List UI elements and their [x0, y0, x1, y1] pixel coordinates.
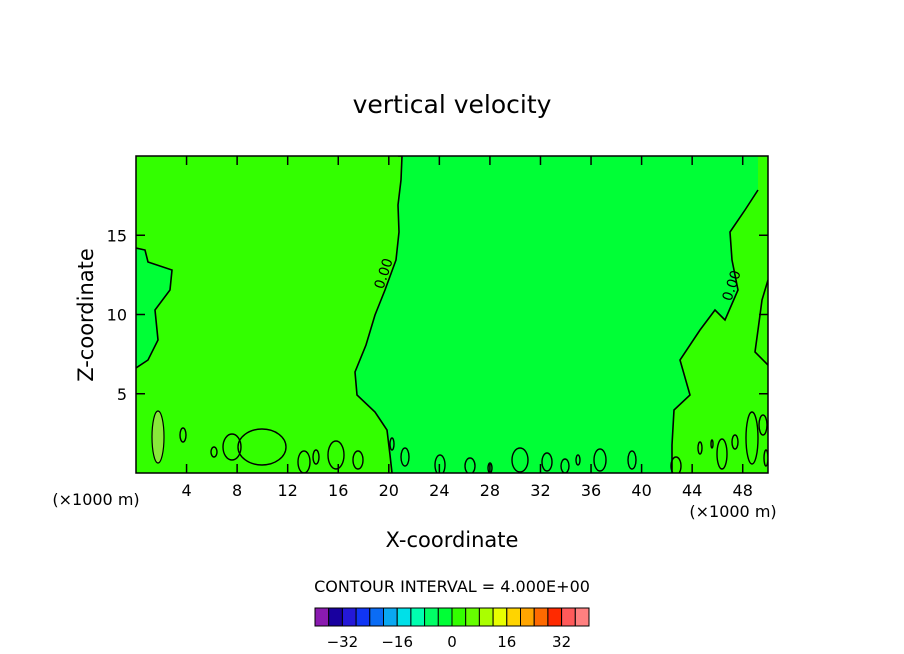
- near-surface-contour-loop: [210, 446, 218, 458]
- colorbar-swatch: [520, 607, 535, 627]
- colorbar-swatch: [533, 607, 549, 627]
- colorbar-swatch: [451, 607, 467, 627]
- colorbar-swatch: [506, 607, 521, 627]
- x-tick-label: 20: [379, 481, 399, 500]
- near-surface-contour-loop: [389, 437, 395, 451]
- colorbar-swatch: [437, 607, 453, 627]
- x-tick-label: 28: [480, 481, 500, 500]
- x-tick-label: 32: [530, 481, 550, 500]
- colorbar-swatch: [424, 607, 439, 627]
- near-surface-contour-loop: [511, 447, 529, 473]
- colorbar-swatch: [478, 607, 494, 627]
- contour-line: [754, 279, 768, 366]
- near-surface-contour-loop: [352, 450, 364, 470]
- near-surface-contour-loop: [763, 449, 768, 467]
- near-surface-contour-loop: [434, 454, 446, 473]
- colorbar-swatch: [383, 607, 398, 627]
- colorbar-swatch: [547, 607, 563, 627]
- colorbar-swatch: [396, 607, 412, 627]
- colorbar-swatch: [410, 607, 426, 627]
- contour-line: [136, 247, 173, 369]
- colorbar: [314, 607, 590, 627]
- x-tick-label: 8: [232, 481, 242, 500]
- bottom-contours: [179, 411, 768, 473]
- x-tick-label: 44: [682, 481, 702, 500]
- near-surface-contour-loop: [560, 458, 570, 473]
- x-tick-label: 48: [733, 481, 753, 500]
- x-tick-label: 4: [181, 481, 191, 500]
- near-surface-contour-loop: [593, 448, 607, 472]
- y-axis-label: Z-coordinate: [74, 248, 98, 382]
- near-surface-contour-loop: [464, 457, 476, 473]
- colorbar-swatch: [492, 607, 508, 627]
- x-ticks: 4 8 12 16 20 24 28 32 36 40 44 48: [181, 156, 753, 500]
- near-surface-contour-loop: [179, 427, 187, 443]
- positive-blob: [151, 410, 165, 464]
- colorbar-tick-label: 32: [552, 633, 571, 651]
- near-surface-contour-loop: [237, 428, 287, 466]
- x-tick-label: 40: [631, 481, 651, 500]
- colorbar-swatch: [465, 607, 480, 627]
- near-surface-contour-loop: [400, 447, 410, 467]
- x-unit-left: (×1000 m): [52, 490, 139, 509]
- contour-line: [354, 156, 403, 473]
- x-tick-label: 24: [429, 481, 449, 500]
- near-surface-contour-loop: [745, 411, 759, 465]
- colorbar-swatch: [314, 607, 330, 627]
- near-surface-contour-loop: [627, 450, 637, 470]
- colorbar-swatch: [574, 607, 590, 627]
- y-tick-label: 5: [117, 385, 127, 404]
- near-surface-contour-loop: [327, 440, 345, 470]
- near-surface-contour-loop: [710, 439, 714, 449]
- near-surface-contour-loop: [297, 450, 311, 473]
- colorbar-tick-label: 16: [497, 633, 516, 651]
- y-tick-label: 10: [107, 306, 127, 325]
- near-surface-contour-loop: [541, 452, 553, 472]
- colorbar-tick-labels: −32 −16 0 16 32: [327, 633, 572, 651]
- colorbar-swatch: [355, 607, 371, 627]
- near-surface-contour-loop: [758, 414, 768, 436]
- near-surface-contour-loop: [222, 433, 242, 461]
- near-surface-contour-loop: [670, 456, 682, 473]
- contour-interval-label: CONTOUR INTERVAL = 4.000E+00: [314, 577, 590, 596]
- y-tick-label: 15: [107, 226, 127, 245]
- colorbar-swatch: [561, 607, 576, 627]
- near-surface-contour-loop: [487, 462, 493, 473]
- colorbar-tick-label: −16: [381, 633, 413, 651]
- colorbar-swatch: [328, 607, 343, 627]
- negative-region-left-edge: [136, 248, 172, 368]
- x-tick-label: 16: [328, 481, 348, 500]
- colorbar-tick-label: −32: [327, 633, 359, 651]
- x-tick-label: 36: [581, 481, 601, 500]
- y-ticks: 5 10 15: [107, 226, 768, 404]
- colorbar-tick-label: 0: [447, 633, 457, 651]
- near-surface-contour-loop: [731, 434, 739, 450]
- contour-line: [671, 189, 759, 473]
- near-surface-contour-loop: [697, 441, 703, 455]
- near-surface-contour-loop: [312, 449, 320, 465]
- colorbar-swatch: [341, 607, 357, 627]
- near-surface-contour-loop: [575, 454, 581, 466]
- x-axis-label: X-coordinate: [386, 528, 519, 552]
- colorbar-swatch: [369, 607, 384, 627]
- negative-region-center: [355, 156, 758, 473]
- x-tick-label: 12: [278, 481, 298, 500]
- near-surface-contour-loop: [716, 438, 728, 470]
- positive-region-right-edge: [755, 280, 768, 365]
- contour-lines: [136, 156, 768, 473]
- x-unit-right: (×1000 m): [689, 502, 776, 521]
- chart-title: vertical velocity: [353, 90, 552, 119]
